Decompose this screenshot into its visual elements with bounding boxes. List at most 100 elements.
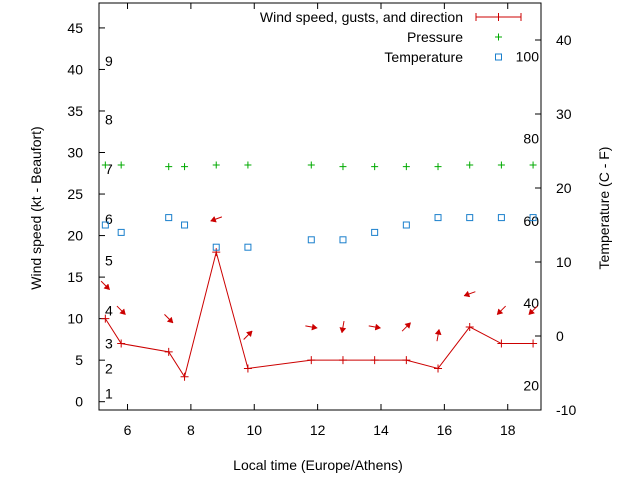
wind-direction-arrowhead <box>463 290 471 298</box>
legend-pressure-marker <box>495 33 502 41</box>
beaufort-label: 9 <box>105 53 113 69</box>
legend-temperature-label: Temperature <box>384 49 463 65</box>
wind-speed-point <box>212 248 221 257</box>
y2-tick-label: 40 <box>556 32 572 48</box>
beaufort-label: 6 <box>105 211 113 227</box>
wind-direction-arrowhead <box>404 322 411 329</box>
wind-direction-arrowhead <box>528 308 535 315</box>
wind-speed-point <box>243 364 252 373</box>
legend-wind-marker <box>475 13 522 21</box>
wind-direction-arrowhead <box>434 328 442 336</box>
pressure-point <box>339 163 347 171</box>
beaufort-label: 1 <box>105 385 113 401</box>
y-tick-label: 20 <box>67 228 83 244</box>
wind-speed-point <box>370 356 379 365</box>
pressure-point <box>371 163 379 171</box>
x-axis-label: Local time (Europe/Athens) <box>233 457 403 473</box>
fahrenheit-label: 100 <box>516 48 540 64</box>
pressure-point <box>466 161 474 169</box>
y2-tick-label: 10 <box>556 254 572 270</box>
beaufort-label: 3 <box>105 336 113 352</box>
wind-direction-arrowhead <box>246 330 253 338</box>
legend-pressure-label: Pressure <box>407 29 463 45</box>
wind-direction-arrowhead <box>210 215 217 223</box>
x-tick-label: 12 <box>310 422 326 438</box>
x-tick-label: 6 <box>124 422 132 438</box>
wind-speed-point <box>164 347 173 356</box>
pressure-point <box>434 163 442 171</box>
x-tick-label: 8 <box>187 422 195 438</box>
wind-direction-arrowhead <box>166 316 174 324</box>
y2-tick-label: -10 <box>556 402 576 418</box>
temperature-point <box>339 236 347 244</box>
wind-speed-point <box>465 322 474 331</box>
y-tick-label: 15 <box>67 269 83 285</box>
beaufort-label: 4 <box>105 302 113 318</box>
fahrenheit-label: 20 <box>523 377 539 393</box>
wind-direction-arrowhead <box>496 308 504 315</box>
y2-tick-label: 20 <box>556 180 572 196</box>
wind-direction-arrowhead <box>103 283 110 290</box>
pressure-point <box>529 161 537 169</box>
legend-wind-label: Wind speed, gusts, and direction <box>260 9 463 25</box>
wind-speed-point <box>434 364 443 373</box>
legend: Wind speed, gusts, and direction Pressure… <box>260 9 522 65</box>
y-axis-label: Wind speed (kt - Beaufort) <box>28 126 44 289</box>
fahrenheit-label: 80 <box>523 131 539 147</box>
legend-temperature-marker <box>495 53 502 61</box>
y-tick-label: 30 <box>67 145 83 161</box>
wind-speed-point <box>307 356 316 365</box>
temperature-point <box>529 214 537 222</box>
wind-speed-point <box>497 339 506 348</box>
wind-direction-arrowhead <box>339 327 347 334</box>
y-tick-label: 0 <box>75 394 83 410</box>
beaufort-label: 8 <box>105 111 113 127</box>
temperature-point <box>165 214 173 222</box>
y-tick-label: 10 <box>67 311 83 327</box>
pressure-point <box>101 161 109 169</box>
x-tick-label: 16 <box>437 422 453 438</box>
pressure-point <box>244 161 252 169</box>
beaufort-label: 2 <box>105 360 113 376</box>
y-tick-label: 35 <box>67 103 83 119</box>
temperature-point <box>101 221 109 229</box>
temperature-point <box>497 214 505 222</box>
wind-speed-point <box>338 356 347 365</box>
wind-speed-point <box>180 372 189 381</box>
temperature-point <box>466 214 474 222</box>
y2-tick-label: 30 <box>556 106 572 122</box>
y2-axis-label: Temperature (C - F) <box>596 147 612 270</box>
wind-direction-arrowhead <box>374 323 382 331</box>
wind-speed-point <box>101 314 110 323</box>
temperature-point <box>402 221 410 229</box>
series-layer <box>100 161 538 381</box>
temperature-point <box>244 243 252 251</box>
y-tick-label: 25 <box>67 186 83 202</box>
pressure-point <box>497 161 505 169</box>
pressure-point <box>212 161 220 169</box>
fahrenheit-label: 40 <box>523 295 539 311</box>
pressure-point <box>181 163 189 171</box>
temperature-point <box>117 228 125 236</box>
pressure-point <box>117 161 125 169</box>
temperature-point <box>434 214 442 222</box>
temperature-point <box>307 236 315 244</box>
wind-speed-point <box>529 339 538 348</box>
temperature-point <box>212 243 220 251</box>
y-tick-label: 40 <box>67 61 83 77</box>
pressure-point <box>402 163 410 171</box>
x-tick-label: 18 <box>500 422 516 438</box>
beaufort-label: 5 <box>105 252 113 268</box>
wind-speed-point <box>117 339 126 348</box>
wind-speed-point <box>402 356 411 365</box>
x-tick-label: 14 <box>373 422 389 438</box>
temperature-point <box>371 228 379 236</box>
plot-frame <box>98 2 542 411</box>
axes-layer: 6 8 10 12 14 16 18051015202530354045-100102030… <box>67 2 576 438</box>
wind-direction-arrowhead <box>119 308 126 315</box>
wind-speed-line <box>104 250 534 379</box>
y2-tick-label: 0 <box>556 328 564 344</box>
beaufort-label: 7 <box>105 161 113 177</box>
wind-direction-arrowhead <box>311 323 318 331</box>
